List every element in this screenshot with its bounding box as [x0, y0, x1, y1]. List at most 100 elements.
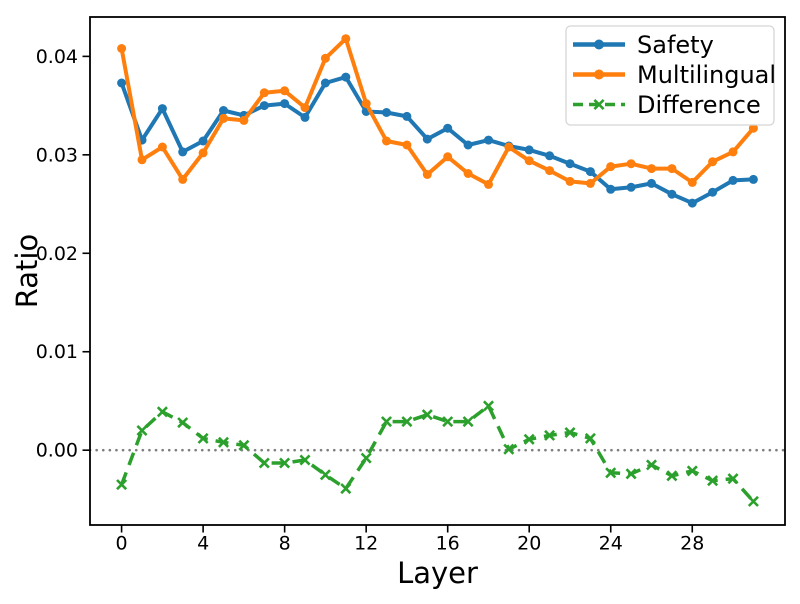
data-point-marker	[360, 452, 372, 464]
data-point-marker	[544, 429, 556, 441]
x-tick-label: 8	[279, 533, 291, 555]
plot-border	[89, 16, 786, 526]
data-point-marker	[647, 164, 656, 174]
data-point-marker	[116, 479, 128, 491]
data-point-marker	[606, 184, 616, 194]
data-point-marker	[178, 174, 188, 184]
legend-box	[565, 25, 775, 126]
data-point-marker	[178, 147, 188, 157]
data-point-marker	[361, 99, 371, 109]
data-point-marker	[625, 468, 637, 480]
data-point-marker	[524, 156, 534, 166]
data-point-marker	[748, 123, 758, 133]
data-point-marker	[300, 103, 310, 113]
data-point-marker	[482, 400, 495, 412]
data-point-marker	[463, 140, 473, 150]
data-point-marker	[198, 148, 208, 158]
data-point-marker	[748, 174, 758, 184]
x-axis-label: Layer	[397, 556, 478, 590]
data-point-marker	[382, 136, 391, 146]
data-point-marker	[686, 465, 698, 477]
data-point-marker	[667, 164, 677, 174]
data-point-marker	[626, 182, 636, 192]
data-point-marker	[728, 175, 738, 185]
legend-label-multilingual: Multilingual	[637, 61, 776, 89]
data-point-marker	[667, 189, 677, 199]
data-point-marker	[463, 169, 473, 178]
x-tick-label: 0	[116, 533, 128, 555]
data-point-marker	[708, 157, 718, 167]
data-point-marker	[156, 406, 168, 418]
data-point-marker	[300, 112, 310, 122]
data-point-marker	[565, 159, 575, 169]
data-point-marker	[626, 159, 636, 169]
data-point-marker	[605, 467, 617, 479]
legend-label-safety: Safety	[637, 31, 714, 59]
data-point-marker	[402, 140, 412, 150]
data-point-marker	[503, 443, 515, 455]
data-point-marker	[606, 162, 616, 172]
data-point-marker	[137, 155, 147, 165]
data-point-marker	[523, 433, 535, 445]
data-point-marker	[279, 457, 291, 469]
data-point-marker	[645, 459, 658, 471]
data-point-marker	[117, 78, 127, 88]
data-point-marker	[117, 44, 127, 53]
x-tick-label: 16	[436, 533, 460, 555]
data-point-marker	[340, 483, 352, 495]
data-point-marker	[299, 454, 311, 466]
x-tick-label: 20	[517, 533, 541, 555]
y-tick-label: 0.04	[36, 46, 78, 68]
data-point-marker	[565, 176, 575, 186]
data-point-marker	[666, 470, 678, 482]
legend-label-difference: Difference	[637, 91, 761, 119]
data-point-marker	[197, 432, 209, 444]
y-tick-label: 0.02	[36, 243, 78, 265]
x-tick-label: 4	[197, 533, 209, 555]
data-point-marker	[422, 170, 432, 179]
legend-item-safety: Safety	[573, 31, 714, 59]
data-point-marker	[687, 177, 697, 187]
data-point-marker	[564, 426, 576, 439]
data-point-marker	[380, 416, 393, 428]
data-point-marker	[239, 115, 249, 125]
data-point-marker	[421, 409, 433, 421]
data-point-marker	[524, 145, 534, 155]
difference-series	[116, 400, 759, 507]
data-point-marker	[258, 457, 270, 469]
data-point-marker	[320, 78, 330, 88]
legend-item-difference: Difference	[573, 91, 761, 119]
data-point-marker	[341, 34, 351, 44]
safety-series	[117, 72, 758, 208]
data-point-marker	[280, 86, 290, 96]
y-tick-label: 0.03	[36, 144, 78, 166]
data-point-marker	[341, 72, 351, 82]
data-point-marker	[708, 187, 718, 197]
data-point-marker	[585, 167, 595, 177]
data-point-marker	[687, 198, 697, 208]
legend-item-multilingual: Multilingual	[573, 61, 776, 89]
data-point-marker	[442, 416, 454, 428]
y-tick-label: 0.01	[36, 341, 78, 363]
data-point-marker	[545, 166, 555, 176]
data-point-marker	[727, 473, 739, 485]
data-point-marker	[585, 178, 595, 188]
data-point-marker	[584, 432, 596, 444]
x-tick-label: 12	[354, 533, 378, 555]
data-point-marker	[382, 108, 391, 117]
data-point-marker	[219, 106, 228, 115]
x-tick-label: 24	[599, 533, 623, 555]
data-point-marker	[157, 104, 167, 114]
data-point-marker	[647, 178, 656, 188]
legend-marker-sample	[593, 98, 605, 111]
x-tick-label: 28	[680, 533, 704, 555]
legend-marker-sample	[594, 39, 604, 50]
data-point-marker	[238, 439, 250, 451]
multilingual-markers	[117, 34, 758, 189]
data-point-marker	[219, 113, 228, 123]
data-point-marker	[198, 136, 208, 146]
data-point-marker	[422, 134, 432, 144]
